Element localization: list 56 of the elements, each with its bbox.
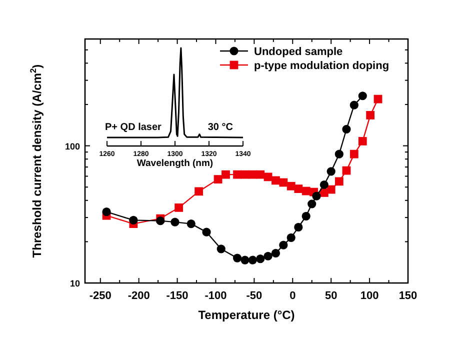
- x-axis-title: Wavelength (nm): [136, 158, 214, 169]
- point: [342, 166, 351, 175]
- point: [256, 254, 265, 264]
- point: [174, 203, 184, 212]
- x-tick-label: 0: [290, 290, 296, 302]
- point: [222, 170, 230, 179]
- x-tick-label: -200: [128, 290, 150, 302]
- point: [302, 212, 310, 220]
- point: [264, 172, 272, 182]
- point: [286, 233, 296, 242]
- point: [240, 256, 250, 264]
- point: [312, 192, 321, 200]
- point: [129, 216, 138, 224]
- point: [272, 176, 280, 185]
- point: [374, 94, 382, 104]
- legend-label: Undoped sample: [254, 46, 343, 58]
- annotation: P+ QD laser: [105, 122, 162, 133]
- x-axis-title: Temperature (°C): [198, 308, 295, 322]
- x-tick-label: -50: [246, 290, 262, 302]
- point: [202, 228, 211, 236]
- point: [214, 175, 222, 184]
- point: [366, 111, 375, 120]
- point: [334, 150, 344, 158]
- point: [294, 222, 303, 232]
- point: [308, 200, 316, 208]
- x-tick-label: -250: [89, 290, 112, 302]
- point: [102, 208, 111, 216]
- point: [194, 187, 204, 196]
- point: [170, 218, 180, 226]
- x-tick-label: -150: [166, 290, 188, 302]
- point: [358, 92, 367, 100]
- point: [279, 240, 288, 250]
- x-tick-label: 150: [398, 290, 418, 302]
- point: [279, 178, 288, 187]
- point: [271, 248, 280, 258]
- point: [350, 100, 358, 110]
- point: [156, 216, 165, 226]
- annotation: 30 °C: [208, 122, 233, 133]
- x-tick-label: 50: [324, 290, 338, 302]
- point: [232, 254, 242, 262]
- point: [216, 244, 226, 254]
- point: [186, 220, 196, 228]
- x-tick-label: -100: [204, 290, 227, 302]
- point: [233, 170, 242, 179]
- point: [358, 136, 367, 146]
- point: [248, 256, 257, 264]
- point: [326, 185, 336, 194]
- point: [320, 180, 328, 190]
- point: [264, 252, 272, 260]
- point: [350, 150, 358, 158]
- point: [342, 124, 351, 134]
- x-tick-label: 100: [360, 290, 379, 302]
- point: [334, 177, 344, 186]
- legend-label: p-type modulation doping: [254, 60, 390, 72]
- point: [326, 167, 336, 176]
- y-tick-label: 10: [70, 278, 80, 288]
